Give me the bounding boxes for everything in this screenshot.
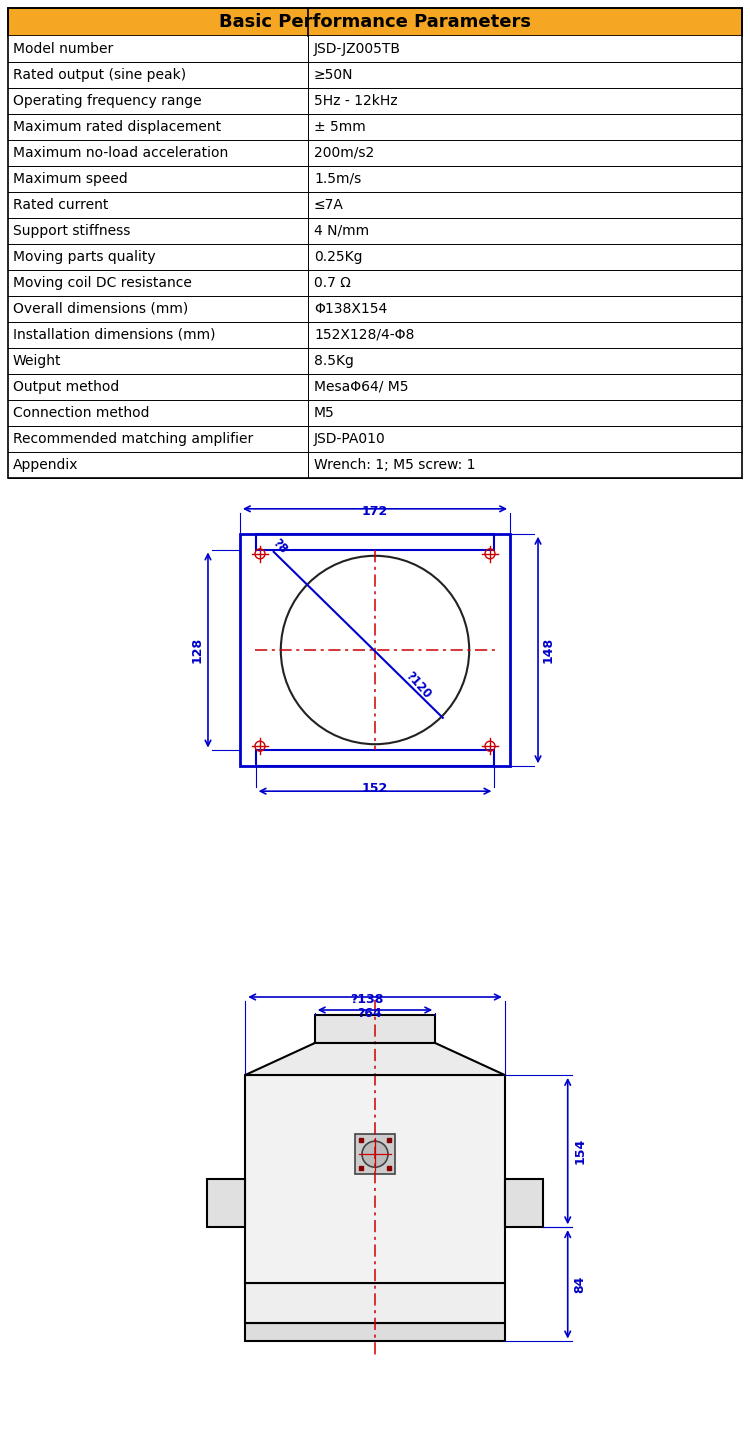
Bar — [8, 348, 742, 374]
Text: ≤7A: ≤7A — [314, 198, 344, 212]
Text: 148: 148 — [542, 636, 555, 664]
Bar — [8, 244, 742, 270]
Bar — [8, 9, 742, 478]
Text: Recommended matching amplifier: Recommended matching amplifier — [13, 431, 254, 446]
Bar — [240, 534, 510, 766]
Bar — [8, 36, 742, 62]
Text: Wrench: 1; M5 screw: 1: Wrench: 1; M5 screw: 1 — [314, 457, 476, 472]
Text: 1.5m/s: 1.5m/s — [314, 172, 362, 186]
Text: M5: M5 — [314, 405, 334, 420]
Text: 200m/s2: 200m/s2 — [314, 146, 374, 160]
Text: ± 5mm: ± 5mm — [314, 120, 366, 134]
Bar — [8, 322, 742, 348]
Text: 128: 128 — [191, 636, 204, 664]
Text: ≥50N: ≥50N — [314, 68, 353, 82]
Text: Moving coil DC resistance: Moving coil DC resistance — [13, 276, 192, 290]
Text: 172: 172 — [362, 505, 388, 518]
Bar — [8, 426, 742, 452]
Bar — [245, 1283, 505, 1323]
Text: Connection method: Connection method — [13, 405, 149, 420]
Bar — [8, 62, 742, 88]
Text: Installation dimensions (mm): Installation dimensions (mm) — [13, 328, 215, 342]
Bar — [245, 1323, 505, 1342]
Text: Rated current: Rated current — [13, 198, 108, 212]
Bar — [8, 452, 742, 478]
Circle shape — [362, 1141, 388, 1167]
Text: 154: 154 — [574, 1139, 586, 1165]
Bar — [8, 218, 742, 244]
Bar — [355, 1134, 395, 1175]
Bar — [505, 1179, 543, 1227]
Bar — [8, 296, 742, 322]
Bar — [256, 534, 494, 550]
Text: Maximum speed: Maximum speed — [13, 172, 128, 186]
Text: Moving parts quality: Moving parts quality — [13, 250, 156, 264]
Text: Maximum rated displacement: Maximum rated displacement — [13, 120, 221, 134]
Bar — [315, 1014, 435, 1043]
Bar — [8, 374, 742, 400]
Text: ?120: ?120 — [403, 670, 433, 701]
Text: Output method: Output method — [13, 380, 119, 394]
Text: Basic Performance Parameters: Basic Performance Parameters — [219, 13, 531, 30]
Text: ?138: ?138 — [350, 993, 384, 1006]
Bar — [256, 750, 494, 766]
Text: Overall dimensions (mm): Overall dimensions (mm) — [13, 302, 188, 316]
Bar — [8, 9, 742, 36]
Text: Maximum no-load acceleration: Maximum no-load acceleration — [13, 146, 228, 160]
Bar — [8, 270, 742, 296]
Bar — [8, 192, 742, 218]
Text: 5Hz - 12kHz: 5Hz - 12kHz — [314, 94, 398, 108]
Text: JSD-PA010: JSD-PA010 — [314, 431, 386, 446]
Text: Rated output (sine peak): Rated output (sine peak) — [13, 68, 186, 82]
Bar — [8, 88, 742, 114]
Text: 4 N/mm: 4 N/mm — [314, 224, 369, 238]
Text: 152: 152 — [362, 782, 388, 795]
Bar — [8, 400, 742, 426]
Text: ?8: ?8 — [270, 535, 290, 556]
Text: 0.25Kg: 0.25Kg — [314, 250, 362, 264]
Text: MesaΦ64/ M5: MesaΦ64/ M5 — [314, 380, 409, 394]
Polygon shape — [245, 1043, 505, 1075]
Text: 152X128/4-Φ8: 152X128/4-Φ8 — [314, 328, 414, 342]
Text: 0.7 Ω: 0.7 Ω — [314, 276, 351, 290]
Text: JSD-JZ005TB: JSD-JZ005TB — [314, 42, 401, 56]
Bar — [245, 1075, 505, 1283]
Bar — [8, 166, 742, 192]
Text: Φ138X154: Φ138X154 — [314, 302, 387, 316]
Bar — [8, 114, 742, 140]
Text: ?64: ?64 — [357, 1007, 381, 1020]
Bar — [207, 1179, 245, 1227]
Text: 8.5Kg: 8.5Kg — [314, 354, 354, 368]
Text: 84: 84 — [574, 1276, 586, 1293]
Bar — [8, 140, 742, 166]
Text: Operating frequency range: Operating frequency range — [13, 94, 202, 108]
Text: Model number: Model number — [13, 42, 113, 56]
Text: Appendix: Appendix — [13, 457, 79, 472]
Text: Support stiffness: Support stiffness — [13, 224, 130, 238]
Text: Weight: Weight — [13, 354, 62, 368]
